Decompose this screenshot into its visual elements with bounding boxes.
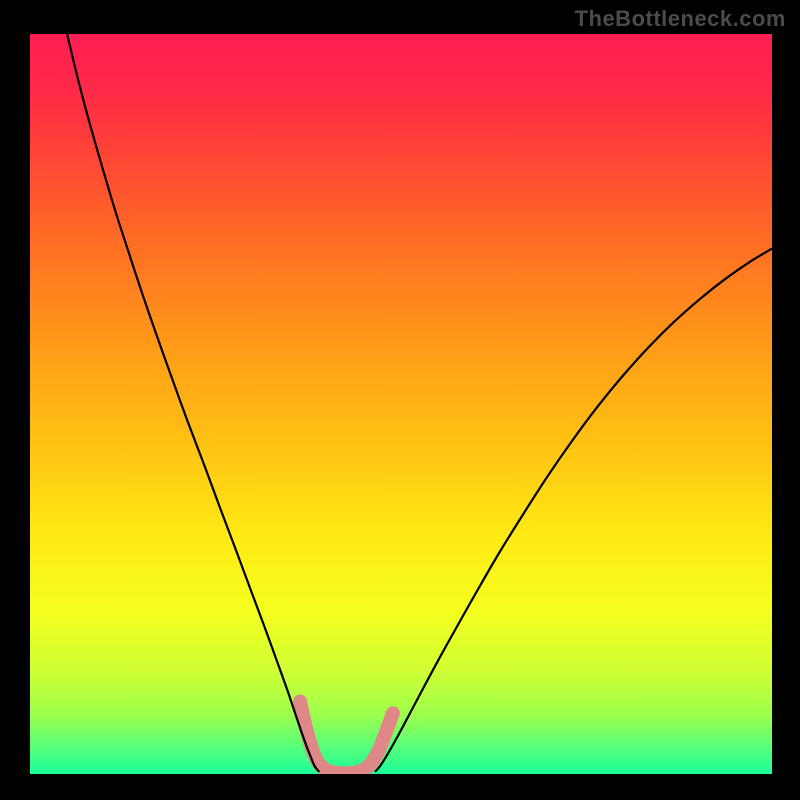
plot-area bbox=[30, 34, 772, 774]
left-curve bbox=[67, 34, 319, 772]
curves-layer bbox=[30, 34, 772, 774]
chart-canvas: TheBottleneck.com bbox=[0, 0, 800, 800]
watermark-text: TheBottleneck.com bbox=[575, 6, 786, 32]
right-curve bbox=[375, 249, 772, 772]
